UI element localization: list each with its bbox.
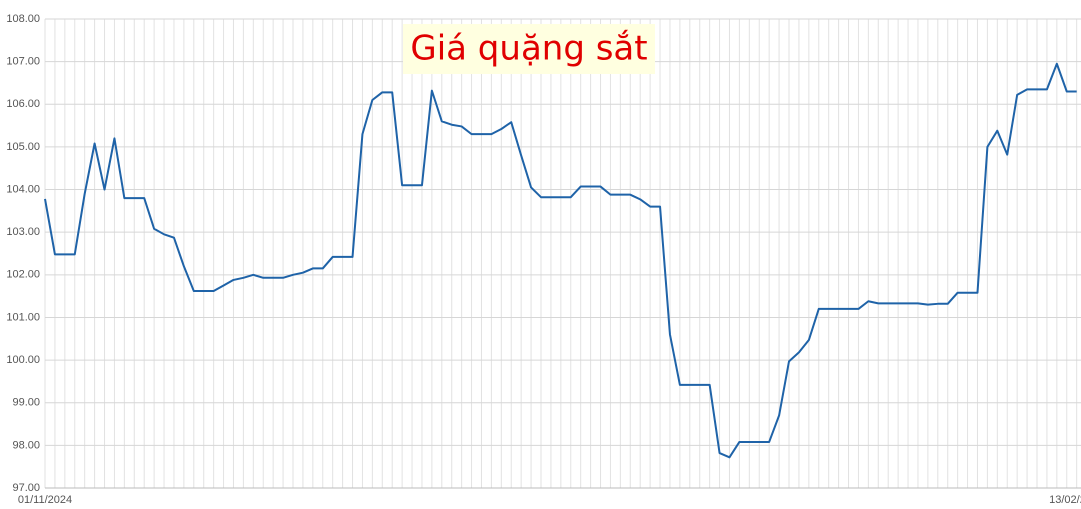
y-tick-label: 106.00 bbox=[6, 98, 40, 110]
y-tick-label: 100.00 bbox=[6, 354, 40, 366]
y-tick-label: 98.00 bbox=[12, 439, 40, 451]
y-tick-label: 108.00 bbox=[6, 13, 40, 25]
y-tick-label: 99.00 bbox=[12, 397, 40, 409]
y-tick-label: 105.00 bbox=[6, 141, 40, 153]
y-tick-label: 104.00 bbox=[6, 183, 40, 195]
chart-title: Giá quặng sắt bbox=[410, 29, 647, 69]
y-tick-label: 107.00 bbox=[6, 56, 40, 68]
y-tick-label: 103.00 bbox=[6, 226, 40, 238]
y-tick-label: 97.00 bbox=[12, 482, 40, 494]
price-line bbox=[44, 62, 1077, 459]
x-tick-label: 13/02/2025 bbox=[1049, 494, 1081, 506]
y-tick-label: 101.00 bbox=[6, 311, 40, 323]
x-tick-label: 01/11/2024 bbox=[18, 494, 72, 506]
title-background bbox=[403, 24, 655, 74]
y-tick-label: 102.00 bbox=[6, 269, 40, 281]
